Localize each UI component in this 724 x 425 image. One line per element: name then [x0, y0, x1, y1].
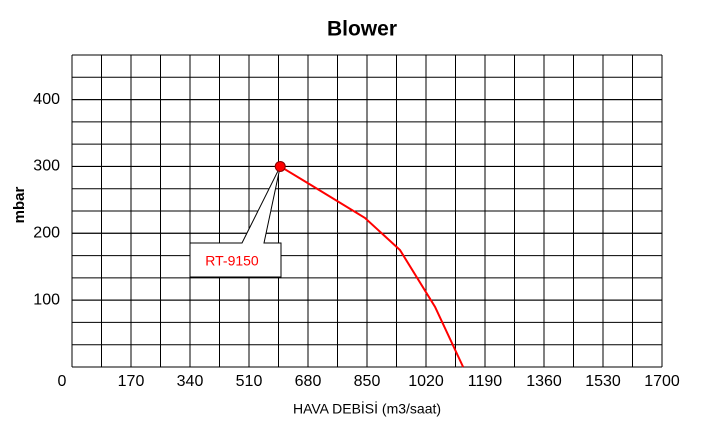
y-tick-label: 300: [33, 158, 60, 175]
x-tick-label: 1190: [468, 373, 503, 390]
line: [279, 165, 465, 368]
x-tick-label: 1360: [526, 373, 562, 390]
x-tick-label: 510: [236, 373, 263, 390]
y-tick-label: 100: [33, 291, 60, 308]
annotation-box: [189, 166, 282, 278]
x-tick-label: 340: [177, 373, 204, 390]
x-tick-label: 680: [295, 373, 322, 390]
y-tick-label: 400: [33, 91, 60, 108]
y-tick-label: 200: [33, 225, 60, 242]
y-axis-label: mbar: [11, 187, 28, 224]
x-tick-label: 1020: [408, 373, 444, 390]
x-tick-label: 0: [58, 373, 67, 390]
x-tick-label: 850: [354, 373, 381, 390]
annotation-text: RT-9150: [205, 253, 259, 269]
point-marker: [274, 160, 286, 172]
x-tick-label: 170: [118, 373, 145, 390]
x-axis-label: HAVA DEBİSİ (m3/saat): [293, 400, 441, 417]
x-tick-label: 1700: [644, 373, 680, 390]
x-tick-label: 1530: [585, 373, 621, 390]
chart-title: Blower: [327, 18, 397, 41]
